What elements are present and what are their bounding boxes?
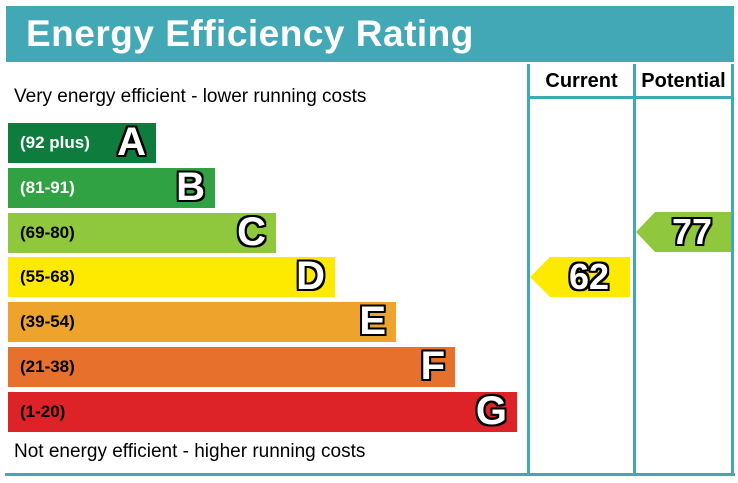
- bottom-caption: Not energy efficient - higher running co…: [14, 441, 366, 462]
- band-letter: F: [420, 344, 445, 389]
- chart-bottom-border: [5, 473, 735, 476]
- band-letter: A: [117, 120, 146, 165]
- table-divider-left: [527, 64, 530, 476]
- current-column-header: Current: [545, 69, 618, 92]
- band-range-label: (1-20): [20, 401, 66, 421]
- band-A: (92 plus) A: [8, 120, 156, 165]
- table-divider-middle: [633, 64, 636, 476]
- band-range-label: (81-91): [20, 177, 75, 197]
- top-caption: Very energy efficient - lower running co…: [14, 86, 367, 107]
- band-range-label: (92 plus): [20, 133, 90, 152]
- potential-rating-value: 77: [672, 211, 713, 252]
- band-range-label: (21-38): [20, 356, 75, 376]
- table-divider-right: [731, 64, 734, 476]
- potential-column-header: Potential: [641, 69, 726, 92]
- band-range-label: (55-68): [20, 267, 75, 287]
- band-range-label: (39-54): [20, 312, 75, 332]
- band-range-label: (69-80): [20, 222, 75, 242]
- band-letter: D: [296, 254, 325, 299]
- bands: (92 plus) A (81-91) B (69-80) C (55-68) D (39-54…: [8, 120, 517, 437]
- title-banner: Energy Efficiency Rating: [6, 6, 734, 62]
- band-C: (69-80) C: [8, 209, 276, 254]
- band-E: (39-54) E: [8, 299, 396, 344]
- current-rating-pointer: 62: [530, 257, 630, 297]
- potential-rating-pointer: 77: [636, 212, 731, 252]
- band-G: (1-20) G: [8, 388, 517, 433]
- band-F: (21-38) F: [8, 344, 455, 389]
- current-rating-value: 62: [568, 256, 610, 297]
- band-B: (81-91) B: [8, 164, 215, 209]
- header-underline: [527, 96, 734, 99]
- band-letter: C: [237, 209, 266, 254]
- band-D: (55-68) D: [8, 254, 335, 299]
- band-letter: E: [359, 299, 386, 344]
- chart-title: Energy Efficiency Rating: [26, 13, 474, 54]
- band-letter: G: [475, 388, 507, 433]
- band-letter: B: [176, 164, 205, 209]
